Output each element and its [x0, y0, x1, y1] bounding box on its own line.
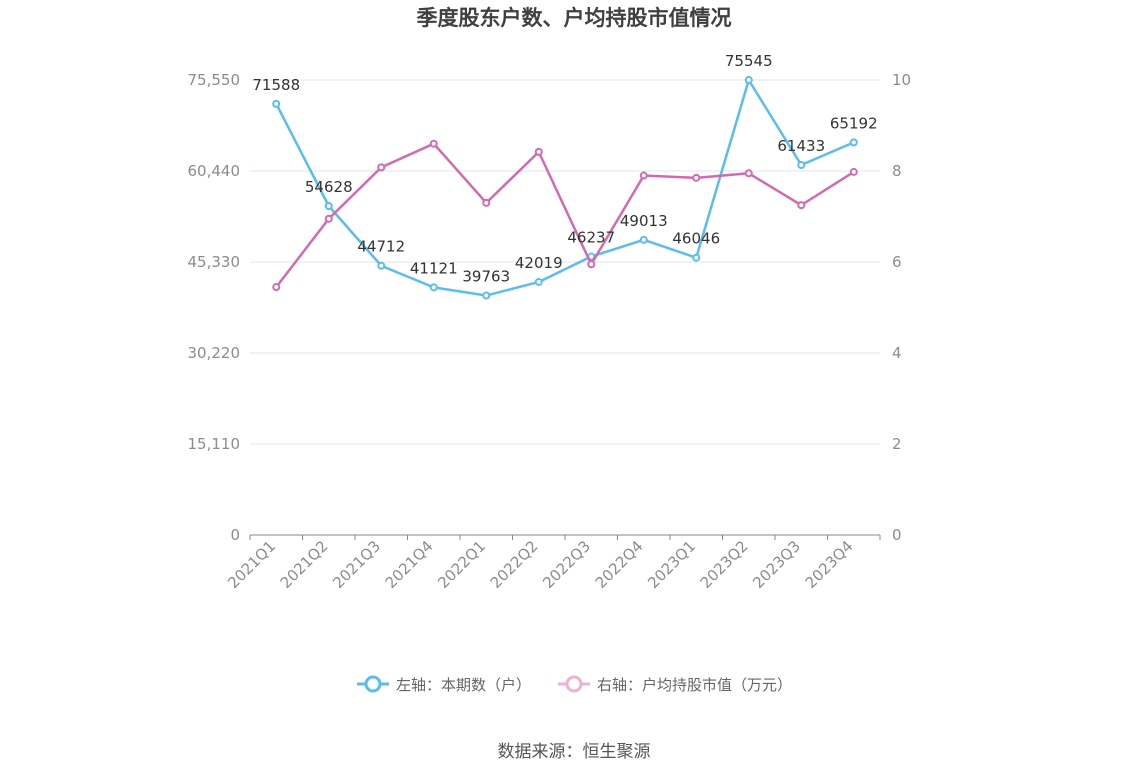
households-line: [275, 78, 855, 297]
avg-market-value-line: [275, 142, 855, 288]
right-axis-tick-label: 8: [892, 162, 902, 180]
households-point: [797, 161, 806, 170]
avg-market-value-point: [587, 260, 596, 269]
households-point: [324, 202, 333, 211]
right-axis-tick-label: 2: [892, 435, 902, 453]
left-axis-tick-label: 15,110: [188, 435, 241, 453]
left-axis-tick-label: 60,440: [188, 162, 241, 180]
x-axis-tick-label: 2023Q2: [697, 537, 752, 592]
legend: 左轴：本期数（户） 右轴：户均持股市值（万元）: [0, 673, 1148, 695]
x-axis-tick-label: 2022Q3: [539, 537, 594, 592]
legend-label-households: 左轴：本期数（户）: [395, 675, 531, 694]
left-axis-tick-label: 75,550: [188, 71, 241, 89]
x-axis-tick-label: 2021Q4: [382, 537, 437, 592]
legend-line-circle-icon: [558, 675, 590, 693]
avg-market-value-point: [534, 147, 543, 156]
households-data-label: 39763: [462, 268, 510, 286]
households-point: [692, 253, 701, 262]
legend-label-avg-market-value: 右轴：户均持股市值（万元）: [597, 675, 793, 694]
households-data-label: 49013: [620, 212, 668, 230]
avg-market-value-point: [797, 201, 806, 210]
x-axis-tick-label: 2021Q1: [224, 537, 279, 592]
households-data-label: 42019: [515, 254, 563, 272]
households-point: [639, 235, 648, 244]
right-axis-tick-label: 6: [892, 253, 902, 271]
households-data-label: 44712: [357, 238, 405, 256]
households-data-label: 75545: [725, 52, 773, 70]
households-point: [377, 261, 386, 270]
chart-title: 季度股东户数、户均持股市值情况: [416, 6, 732, 30]
x-axis-tick-label: 2023Q1: [644, 537, 699, 592]
x-axis-tick-label: 2023Q3: [749, 537, 804, 592]
avg-market-value-point: [482, 198, 491, 207]
households-data-label: 46046: [672, 230, 720, 248]
right-axis-tick-label: 10: [892, 71, 911, 89]
avg-market-value-point: [639, 171, 648, 180]
households-data-label: 61433: [777, 137, 825, 155]
avg-market-value-point: [272, 283, 281, 292]
households-data-label: 46237: [567, 229, 615, 247]
x-axis-tick-label: 2021Q3: [329, 537, 384, 592]
left-axis-tick-label: 0: [230, 526, 240, 544]
households-point: [849, 138, 858, 147]
households-point: [429, 283, 438, 292]
avg-market-value-point: [692, 173, 701, 182]
legend-item-avg-market-value[interactable]: 右轴：户均持股市值（万元）: [557, 673, 792, 695]
avg-market-value-point: [377, 163, 386, 172]
x-axis-tick-label: 2023Q4: [802, 537, 857, 592]
households-point: [272, 99, 281, 108]
households-point: [744, 76, 753, 85]
grid-lines: [250, 79, 880, 445]
right-axis-tick-label: 0: [892, 526, 902, 544]
x-axis-tick-label: 2022Q2: [487, 537, 542, 592]
left-axis-tick-label: 30,220: [188, 344, 241, 362]
households-data-label: 41121: [410, 259, 458, 277]
right-axis-tick-label: 4: [892, 344, 902, 362]
avg-market-value-point: [429, 139, 438, 148]
x-axis-tick-label: 2022Q1: [434, 537, 489, 592]
x-axis-tick-label: 2022Q4: [592, 537, 647, 592]
data-source-note: 数据来源：恒生聚源: [497, 742, 651, 762]
households-data-label: 65192: [830, 114, 878, 132]
households-point: [534, 277, 543, 286]
avg-market-value-point: [849, 167, 858, 176]
avg-market-value-point: [744, 169, 753, 178]
households-point: [482, 291, 491, 300]
legend-line-circle-icon: [356, 675, 389, 693]
households-data-label: 54628: [305, 178, 353, 196]
legend-item-households[interactable]: 左轴：本期数（户）: [356, 673, 531, 695]
x-axis-tick-label: 2021Q2: [277, 537, 332, 592]
series-lines: [272, 76, 858, 300]
avg-market-value-point: [324, 214, 333, 223]
left-axis-tick-label: 45,330: [188, 253, 241, 271]
households-data-label: 71588: [252, 76, 300, 94]
